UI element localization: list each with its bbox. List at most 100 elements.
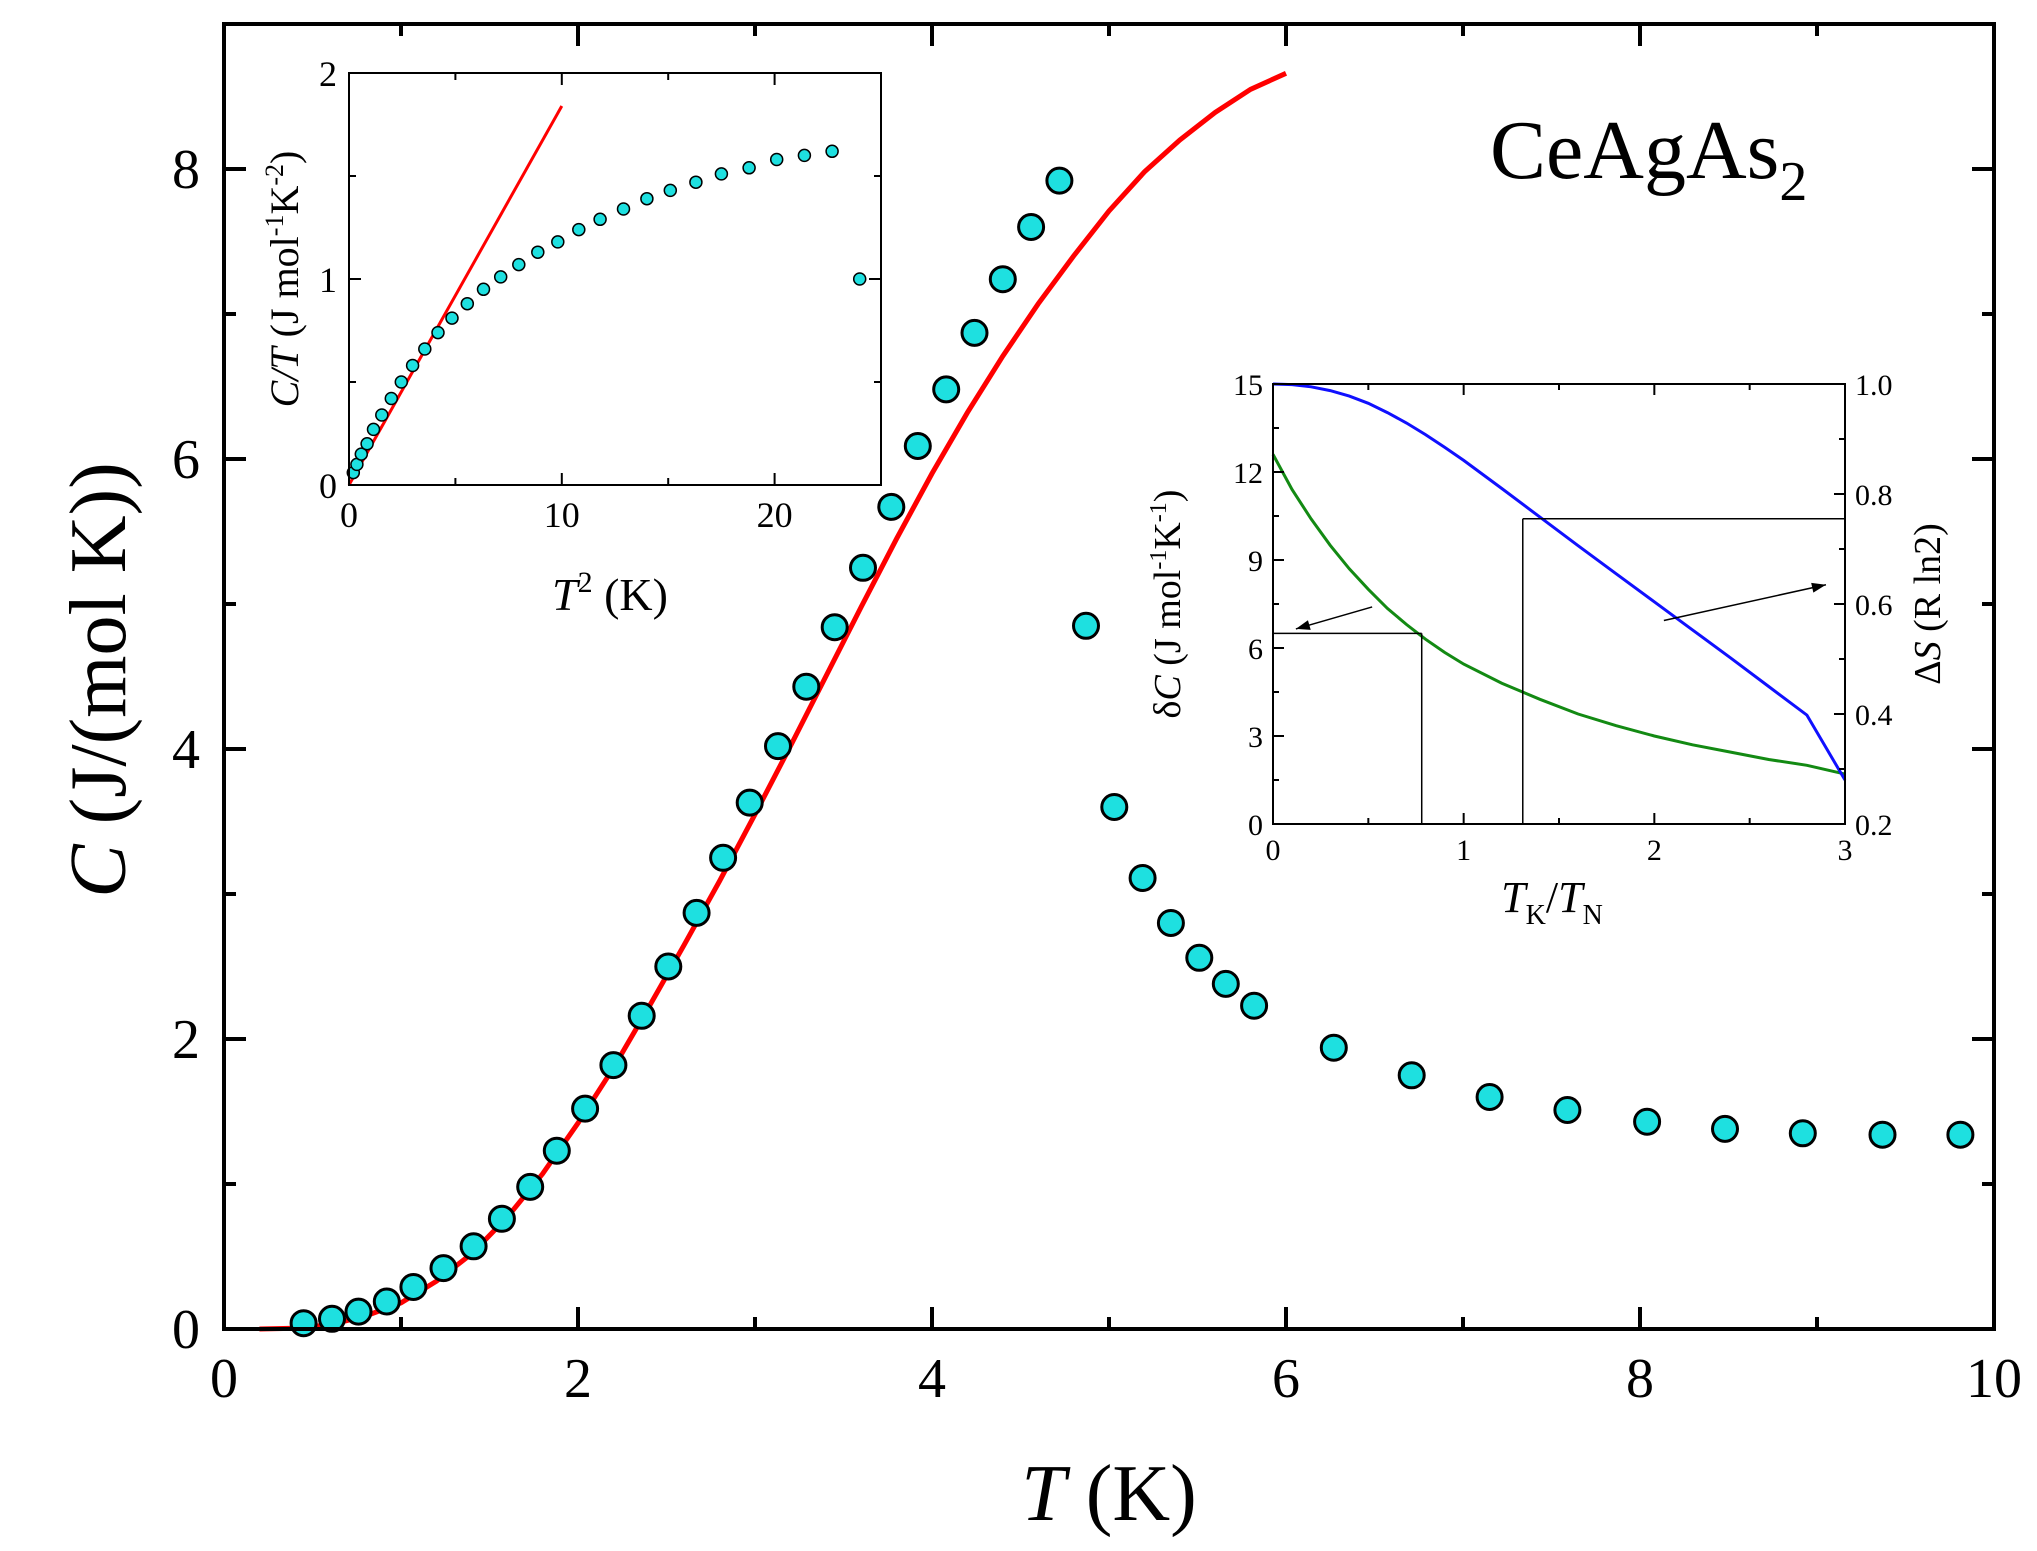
main-y-tick-label: 0: [172, 1299, 200, 1361]
inset-right-left-axis-var: C: [1147, 675, 1189, 701]
main-x-tick-label: 6: [1272, 1348, 1300, 1410]
main-data-point: [849, 553, 877, 582]
inset-left-x-axis-unit: (K): [593, 569, 668, 620]
main-y-tick-label: 4: [172, 719, 200, 781]
inset-right-x-var2: T: [1558, 873, 1586, 922]
inset-left-x-tick-label: 20: [757, 495, 793, 535]
main-data-point: [735, 788, 764, 817]
inset-right-deltaS-line: [1272, 382, 1847, 781]
main-data-point: [1045, 166, 1074, 195]
inset-left-data-point: [797, 148, 812, 163]
inset-right-x-sub1: K: [1526, 900, 1546, 931]
main-data-point: [1553, 1096, 1582, 1124]
inset-right-x-tick-label: 3: [1838, 834, 1853, 867]
main-data-point: [1128, 864, 1157, 892]
main-marks: [259, 71, 1975, 1338]
inset-left-y-axis-sup2: -2: [260, 164, 289, 186]
main-data-point: [654, 952, 683, 981]
inset-right-right-y-tick-label: 0.8: [1855, 479, 1893, 512]
main-x-tick-label: 4: [918, 1348, 946, 1410]
main-x-axis-label: T (K): [1021, 1450, 1197, 1538]
inset-left-data-point: [405, 358, 420, 373]
inset-right-x-tick-label: 0: [1266, 834, 1281, 867]
inset-right-deltaC-line: [1271, 453, 1846, 776]
inset-left-y-axis-unit: (J mol: [262, 236, 307, 347]
inset-right-right-y-tick-label: 0.6: [1855, 589, 1893, 622]
inset-left-data-point: [616, 202, 631, 216]
main-data-point: [1211, 969, 1240, 998]
inset-left-data-point: [825, 144, 839, 159]
inset-right-right-axis-label: ΔS (R ln2): [1907, 523, 1949, 685]
inset-left-data-point: [493, 270, 508, 284]
inset-left-x-axis-label: T2 (K): [552, 566, 668, 620]
inset-right-left-y-tick-label: 6: [1248, 633, 1263, 666]
inset-right-left-axis-sup1: -1: [1146, 550, 1172, 570]
main-data-point: [571, 1094, 600, 1123]
inset-right-arrow-right-head: [1811, 582, 1826, 593]
inset-left-y-axis-end: ): [262, 151, 307, 164]
main-y-tick-label: 8: [172, 139, 200, 201]
inset-right-x-tick-label: 2: [1647, 834, 1662, 867]
main-data-point: [1868, 1120, 1897, 1149]
inset-left-data-point: [640, 191, 654, 206]
inset-right-left-y-tick-label: 9: [1248, 545, 1263, 578]
inset-right-left-axis-end: ): [1147, 490, 1189, 503]
inset-right-left-axis-mid: K: [1147, 522, 1189, 550]
inset-left-y-tick-label: 0: [319, 466, 337, 506]
inset-left-data-point: [445, 311, 459, 325]
main-data-point: [429, 1254, 458, 1283]
inset-left-x-axis-sup: 2: [578, 566, 593, 599]
main-data-point: [792, 672, 821, 701]
main-data-point: [1240, 991, 1269, 1020]
main-data-point: [709, 843, 738, 872]
inset-right-right-y-tick-label: 0.4: [1855, 699, 1893, 732]
main-y-axis-label: C (J/(mol K)): [55, 462, 143, 898]
main-data-point: [487, 1204, 516, 1233]
inset-right-x-slash: /: [1546, 873, 1559, 922]
main-data-point: [1017, 213, 1046, 241]
inset-right-right-y-tick-label: 1.0: [1855, 369, 1893, 402]
inset-left-marks: [346, 105, 867, 486]
main-x-axis-unit: (K): [1066, 1450, 1197, 1538]
inset-left-data-point: [852, 272, 867, 286]
main-data-point: [627, 1001, 656, 1030]
inset-right-left-axis-sup2: -1: [1146, 502, 1172, 522]
main-data-point: [516, 1172, 545, 1201]
inset-left-x-tick-label: 0: [340, 495, 358, 535]
inset-left-data-point: [431, 325, 445, 340]
inset-left-fit-line: [347, 105, 564, 486]
main-data-point: [1072, 611, 1100, 640]
inset-right-left-axis-pre: δ: [1147, 701, 1189, 719]
main-x-tick-label: 10: [1966, 1348, 2022, 1410]
inset-left-data-point: [418, 342, 432, 356]
inset-right-x-tick-label: 1: [1456, 834, 1471, 867]
main-data-point: [372, 1287, 401, 1316]
inset-left-data-point: [572, 222, 586, 237]
inset-left-data-point: [460, 296, 475, 311]
inset-left-data-point: [476, 282, 491, 297]
inset-right-left-y-tick-label: 15: [1233, 369, 1263, 402]
inset-left-y-axis-var: C/T: [262, 345, 307, 408]
inset-right-left-y-tick-label: 0: [1248, 809, 1263, 842]
inset-left-ticks: 0 10 20 0 1 2: [319, 54, 881, 535]
inset-left-data-point: [551, 235, 565, 249]
inset-right-arrow-left-head: [1295, 620, 1311, 630]
main-data-point: [932, 375, 961, 404]
main-data-point: [682, 898, 711, 927]
inset-left-data-point: [354, 447, 369, 461]
main-data-point: [1788, 1119, 1817, 1148]
inset-left-y-tick-label: 2: [319, 54, 337, 94]
inset-left-data-point: [512, 257, 526, 272]
main-data-point: [960, 318, 989, 347]
inset-left-data-point: [742, 161, 756, 175]
inset-left-y-axis-mid: K: [262, 186, 307, 215]
inset-right-left-axis-unit: (J mol: [1147, 570, 1189, 676]
main-data-point: [399, 1273, 428, 1301]
main-title: CeAgAs2: [1490, 104, 1807, 213]
